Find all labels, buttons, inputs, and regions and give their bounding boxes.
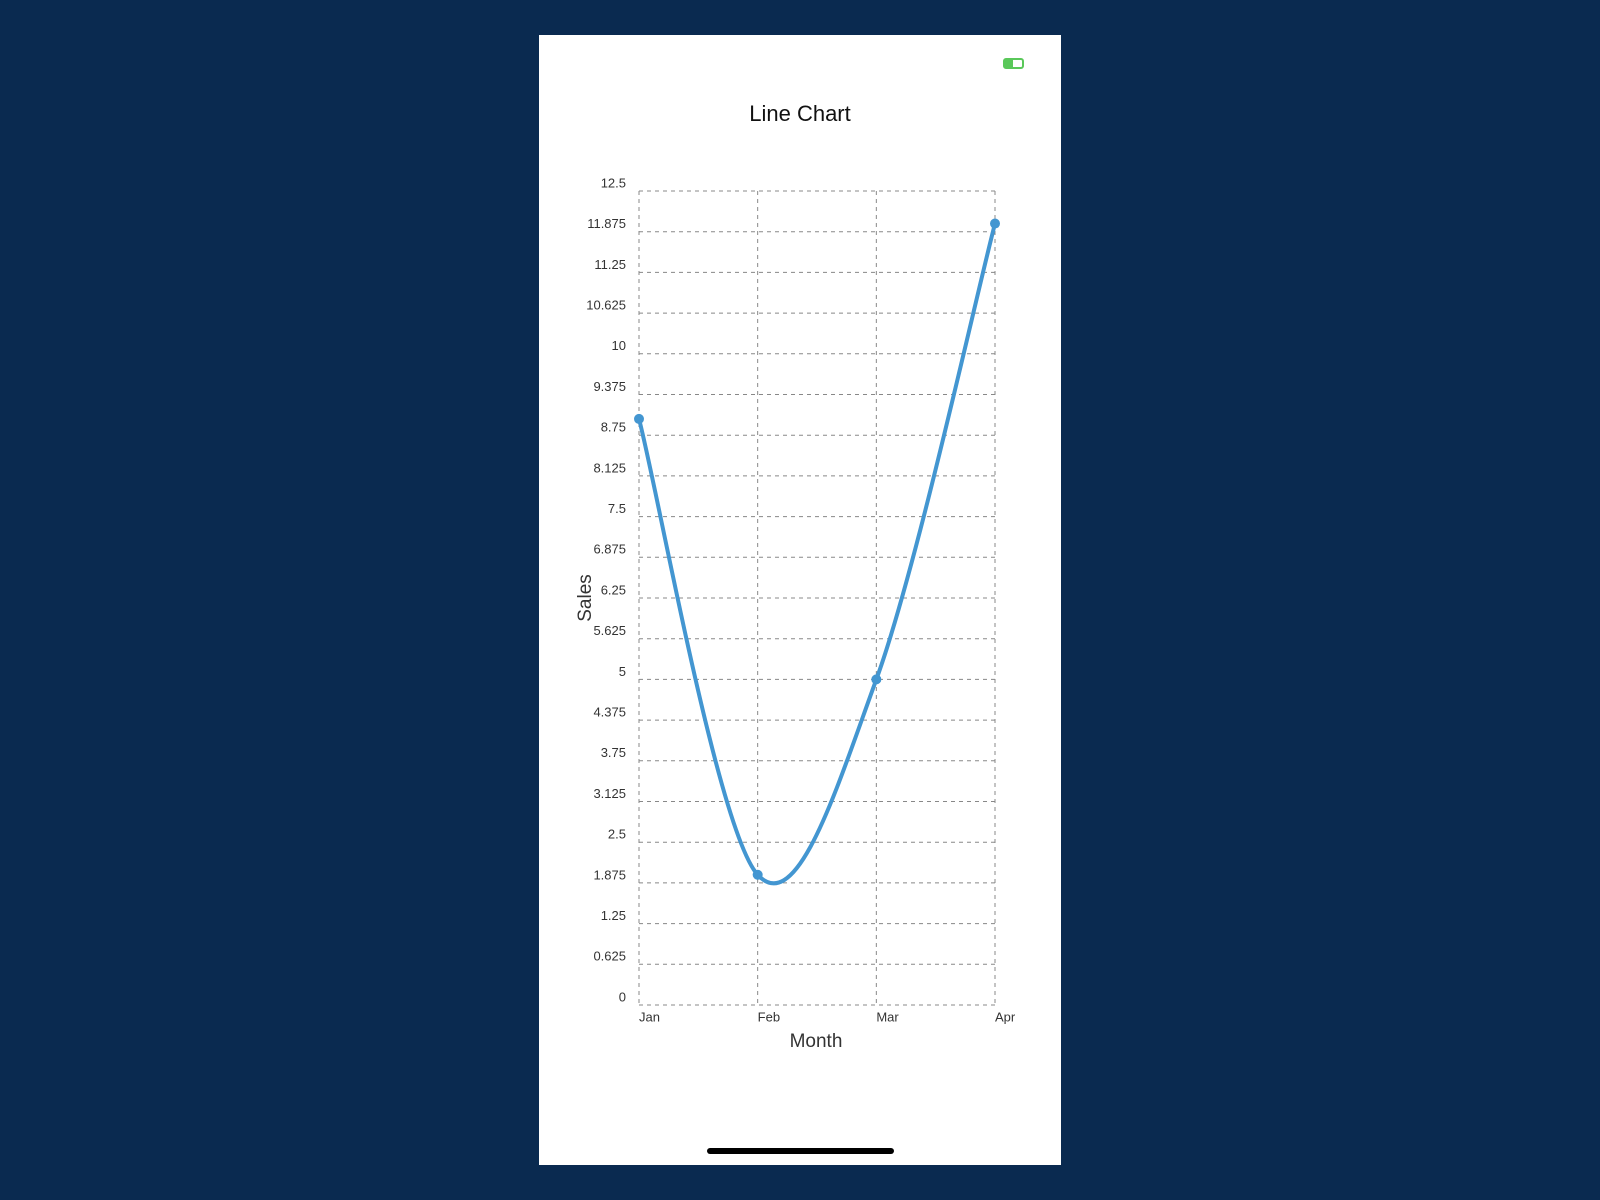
- y-tick-label: 8.75: [601, 420, 626, 435]
- y-tick-label: 0: [619, 989, 626, 1004]
- y-axis-title: Sales: [575, 574, 596, 622]
- y-tick-label: 5: [619, 664, 626, 679]
- phone-screen: [539, 35, 1061, 1165]
- y-tick-label: 10.625: [586, 298, 626, 313]
- y-tick-label: 5.625: [593, 623, 626, 638]
- y-tick-label: 1.25: [601, 908, 626, 923]
- y-tick-label: 6.875: [593, 542, 626, 557]
- point: [634, 413, 644, 424]
- y-tick-label: 3.75: [601, 745, 626, 760]
- y-tick-label: 12.5: [601, 175, 626, 190]
- point: [752, 869, 763, 880]
- y-tick-label: 7.5: [608, 501, 626, 516]
- line: [637, 223, 997, 886]
- battery-level: [1005, 60, 1013, 67]
- y-tick-label: 6.25: [601, 582, 626, 597]
- battery-icon: [1003, 58, 1024, 69]
- y-tick-label: 1.875: [593, 867, 626, 882]
- x-axis-title: Month: [790, 1031, 843, 1052]
- x-tick-label: Apr: [995, 1009, 1016, 1024]
- y-tick-label: 11.875: [587, 216, 626, 231]
- home-indicator: [707, 1148, 894, 1154]
- y-tick-label: 2.5: [608, 827, 626, 842]
- y-tick-label: 9.375: [593, 379, 626, 394]
- y-tick-label: 4.375: [593, 705, 626, 720]
- point: [990, 218, 1000, 229]
- battery-outline: [1003, 58, 1024, 69]
- y-tick-label: 11.25: [594, 257, 626, 272]
- x-tick-label: Jan: [639, 1009, 660, 1024]
- y-tick-label: 0.625: [593, 949, 626, 964]
- chart-title: Line Chart: [749, 101, 851, 126]
- point: [871, 674, 882, 685]
- x-tick-label: Feb: [758, 1009, 780, 1024]
- x-tick-label: Mar: [876, 1009, 899, 1024]
- y-tick-label: 10: [612, 338, 626, 353]
- plot: 0 0.625 1.25 1.875 2.5 3.125 3.75 4.375 5 5.625 6.…: [586, 175, 1016, 1024]
- y-tick-label: 3.125: [593, 786, 626, 801]
- y-tick-label: 8.125: [593, 460, 626, 475]
